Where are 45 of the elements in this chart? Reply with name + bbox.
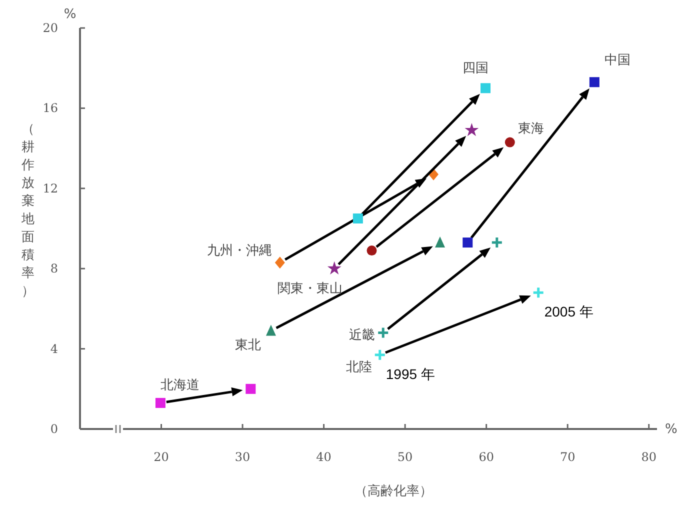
point	[352, 213, 363, 224]
x-tick-label: 50	[397, 450, 413, 464]
point	[532, 286, 545, 299]
x-tick-label: 70	[560, 450, 576, 464]
point	[376, 326, 390, 340]
point	[490, 236, 504, 249]
x-tick-label: 40	[316, 450, 332, 464]
series-label: 北海道	[160, 378, 200, 393]
series-label: 東海	[518, 121, 544, 136]
annotation: 1995 年	[386, 366, 435, 382]
point	[589, 77, 600, 88]
point	[155, 398, 166, 408]
series-label: 近畿	[349, 328, 376, 343]
point	[435, 236, 446, 248]
annotation: 2005 年	[544, 304, 594, 320]
text: （耕作放棄地面積率）	[22, 122, 34, 299]
point	[504, 137, 515, 148]
point	[274, 256, 285, 269]
series-label: 四国	[462, 61, 489, 76]
series-label: 九州・沖縄	[206, 244, 272, 259]
point	[246, 384, 256, 394]
x-tick-label: 20	[154, 450, 169, 464]
x-tick-label: 80	[641, 450, 657, 464]
y-tick-label: 0	[50, 422, 58, 436]
series-label: 関東・東山	[277, 282, 342, 297]
point	[464, 122, 479, 136]
y-tick-label: 16	[42, 101, 58, 116]
y-tick-label: 4	[50, 342, 58, 356]
series-label: 中国	[604, 53, 630, 68]
point	[366, 246, 377, 256]
series-label: 北陸	[346, 360, 372, 375]
y-tick-label: 12	[42, 181, 58, 196]
y-tick-label: 20	[42, 21, 58, 35]
series-label: 東北	[234, 338, 261, 353]
x-tick-label: 30	[234, 450, 250, 464]
point	[327, 261, 342, 275]
point	[266, 324, 276, 336]
point	[480, 83, 491, 94]
x-tick-label: 60	[478, 450, 494, 464]
point	[374, 348, 386, 362]
text: %	[64, 7, 76, 22]
point	[462, 238, 473, 248]
x-axis-title: （高齢化率）	[354, 483, 432, 499]
text: %	[665, 422, 678, 437]
y-tick-label: 8	[50, 262, 58, 276]
